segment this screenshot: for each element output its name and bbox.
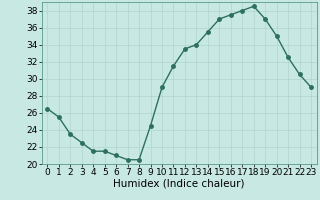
X-axis label: Humidex (Indice chaleur): Humidex (Indice chaleur) <box>114 179 245 189</box>
